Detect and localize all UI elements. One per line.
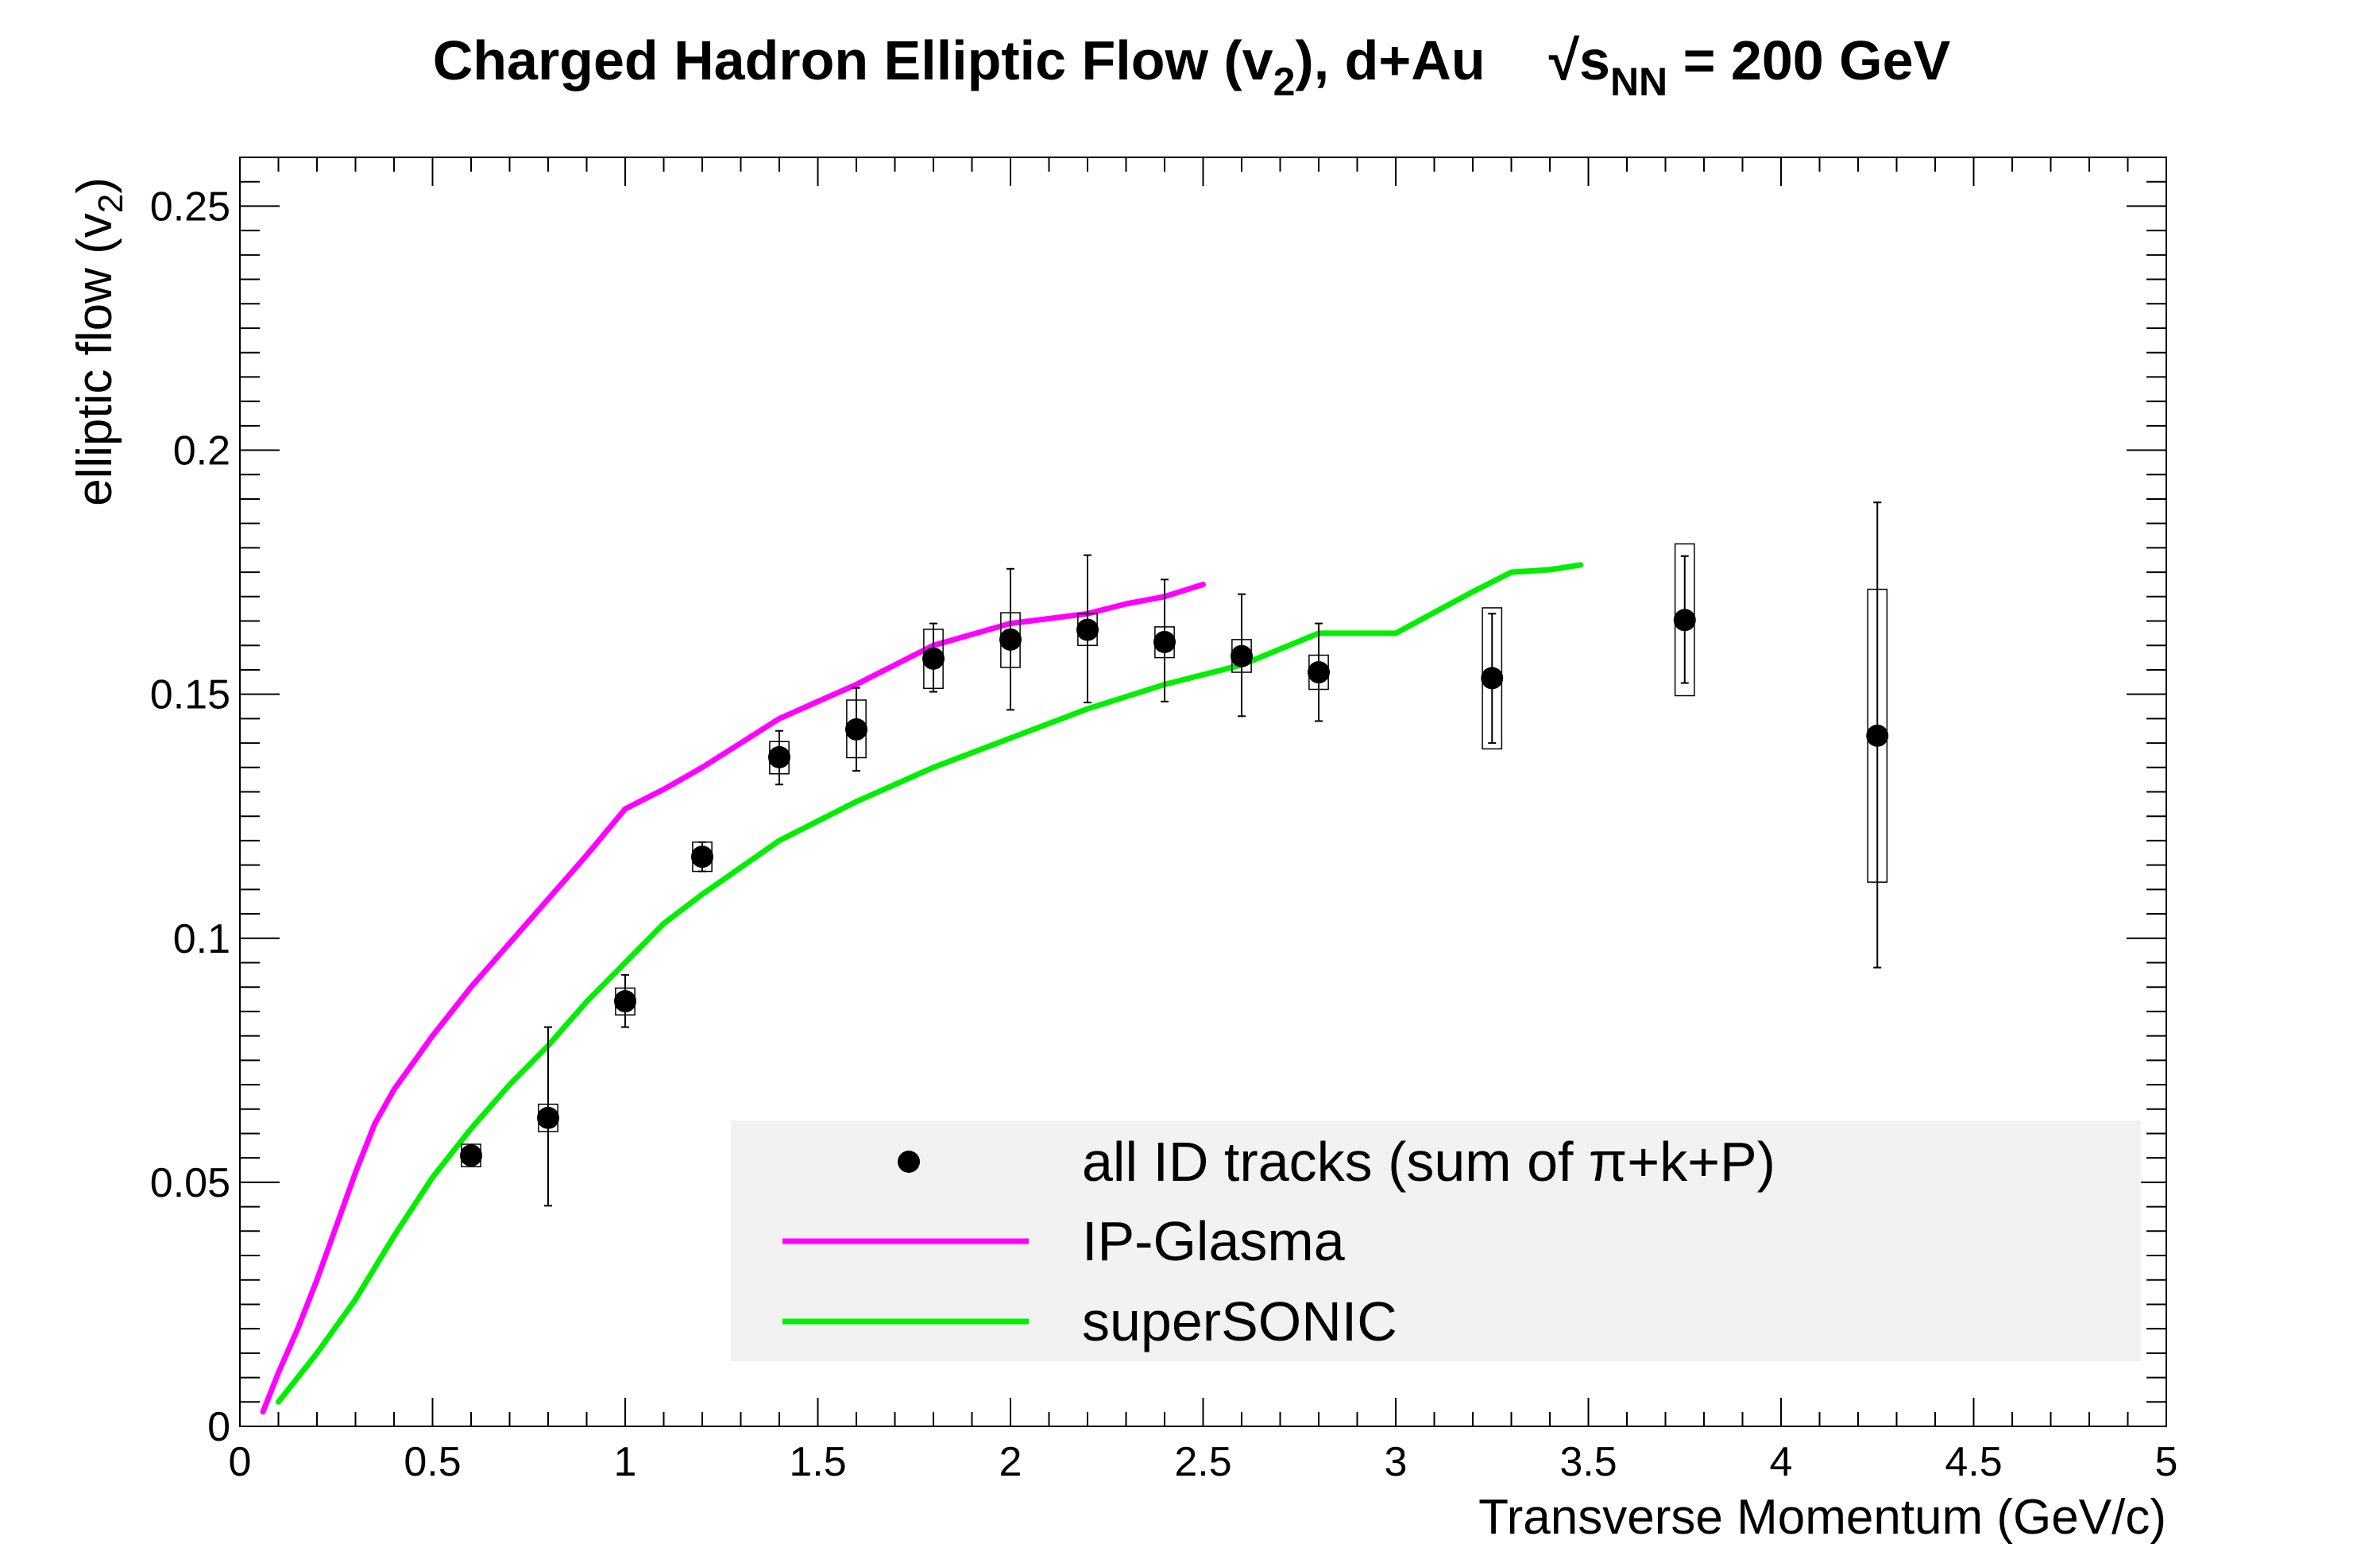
- data-point: [999, 628, 1022, 651]
- x-tick-label: 2: [999, 1439, 1022, 1485]
- legend-marker-0: [898, 1151, 920, 1173]
- data-point: [922, 647, 945, 670]
- x-tick-label: 3.5: [1559, 1439, 1617, 1485]
- legend-label-2: superSONIC: [1082, 1290, 1397, 1352]
- data-point: [1481, 667, 1504, 690]
- chart-title: Charged Hadron Elliptic Flow (v2), d+Au √…: [433, 29, 1951, 104]
- data-point: [614, 990, 636, 1013]
- y-axis-title-close: ): [68, 177, 122, 194]
- data-point: [1153, 630, 1176, 653]
- y-tick-label: 0.25: [150, 184, 230, 230]
- y-tick-label: 0.15: [150, 672, 230, 718]
- y-axis-title-subscript: 2: [91, 194, 130, 213]
- data-point: [845, 718, 867, 741]
- x-tick-label: 0.5: [404, 1439, 461, 1485]
- title-main: Charged Hadron Elliptic Flow (v: [433, 29, 1273, 91]
- x-tick-label: 5: [2155, 1439, 2178, 1485]
- title-energy-value: = 200 GeV: [1667, 29, 1950, 91]
- y-tick-label: 0.05: [150, 1160, 230, 1206]
- data-point: [1076, 618, 1099, 641]
- y-tick-label: 0: [207, 1404, 230, 1450]
- x-tick-label: 4: [1770, 1439, 1793, 1485]
- title-after: ), d+Au: [1295, 29, 1485, 91]
- data-point: [1231, 644, 1253, 667]
- title-subscript: 2: [1273, 60, 1296, 104]
- y-tick-label: 0.2: [173, 428, 230, 474]
- y-axis-title: elliptic flow (v2): [68, 177, 130, 506]
- plot-area: 0 0.5 1 1.5 2 2.5 3 3.5 4 4.5 5 0 0.05 0.1 0.15 0.2 0.25…: [150, 157, 2178, 1485]
- x-tick-label: 2.5: [1174, 1439, 1231, 1485]
- data-point: [691, 845, 713, 869]
- title-energy-subscript: NN: [1610, 60, 1667, 104]
- series-line-supersonic: [276, 562, 1584, 1405]
- data-point: [537, 1106, 559, 1129]
- x-tick-label: 1: [614, 1439, 637, 1485]
- x-tick-label: 4.5: [1945, 1439, 2002, 1485]
- legend-label-0: all ID tracks (sum of π+k+P): [1082, 1131, 1775, 1193]
- series-line-ip-glasma: [260, 582, 1206, 1415]
- data-point: [1673, 609, 1696, 632]
- x-tick-label: 3: [1385, 1439, 1408, 1485]
- x-tick-label: 1.5: [789, 1439, 846, 1485]
- y-axis-title-main: elliptic flow (v: [68, 213, 122, 506]
- data-point: [1866, 724, 1889, 747]
- data-point: [1308, 661, 1330, 684]
- legend-label-1: IP-Glasma: [1082, 1210, 1345, 1272]
- data-point: [768, 745, 790, 768]
- x-axis-title: Transverse Momentum (GeV/c): [1478, 1490, 2166, 1545]
- title-energy-prefix: √s: [1549, 29, 1610, 91]
- data-point: [460, 1144, 482, 1167]
- y-tick-label: 0.1: [173, 916, 230, 962]
- x-tick-label: 0: [229, 1439, 252, 1485]
